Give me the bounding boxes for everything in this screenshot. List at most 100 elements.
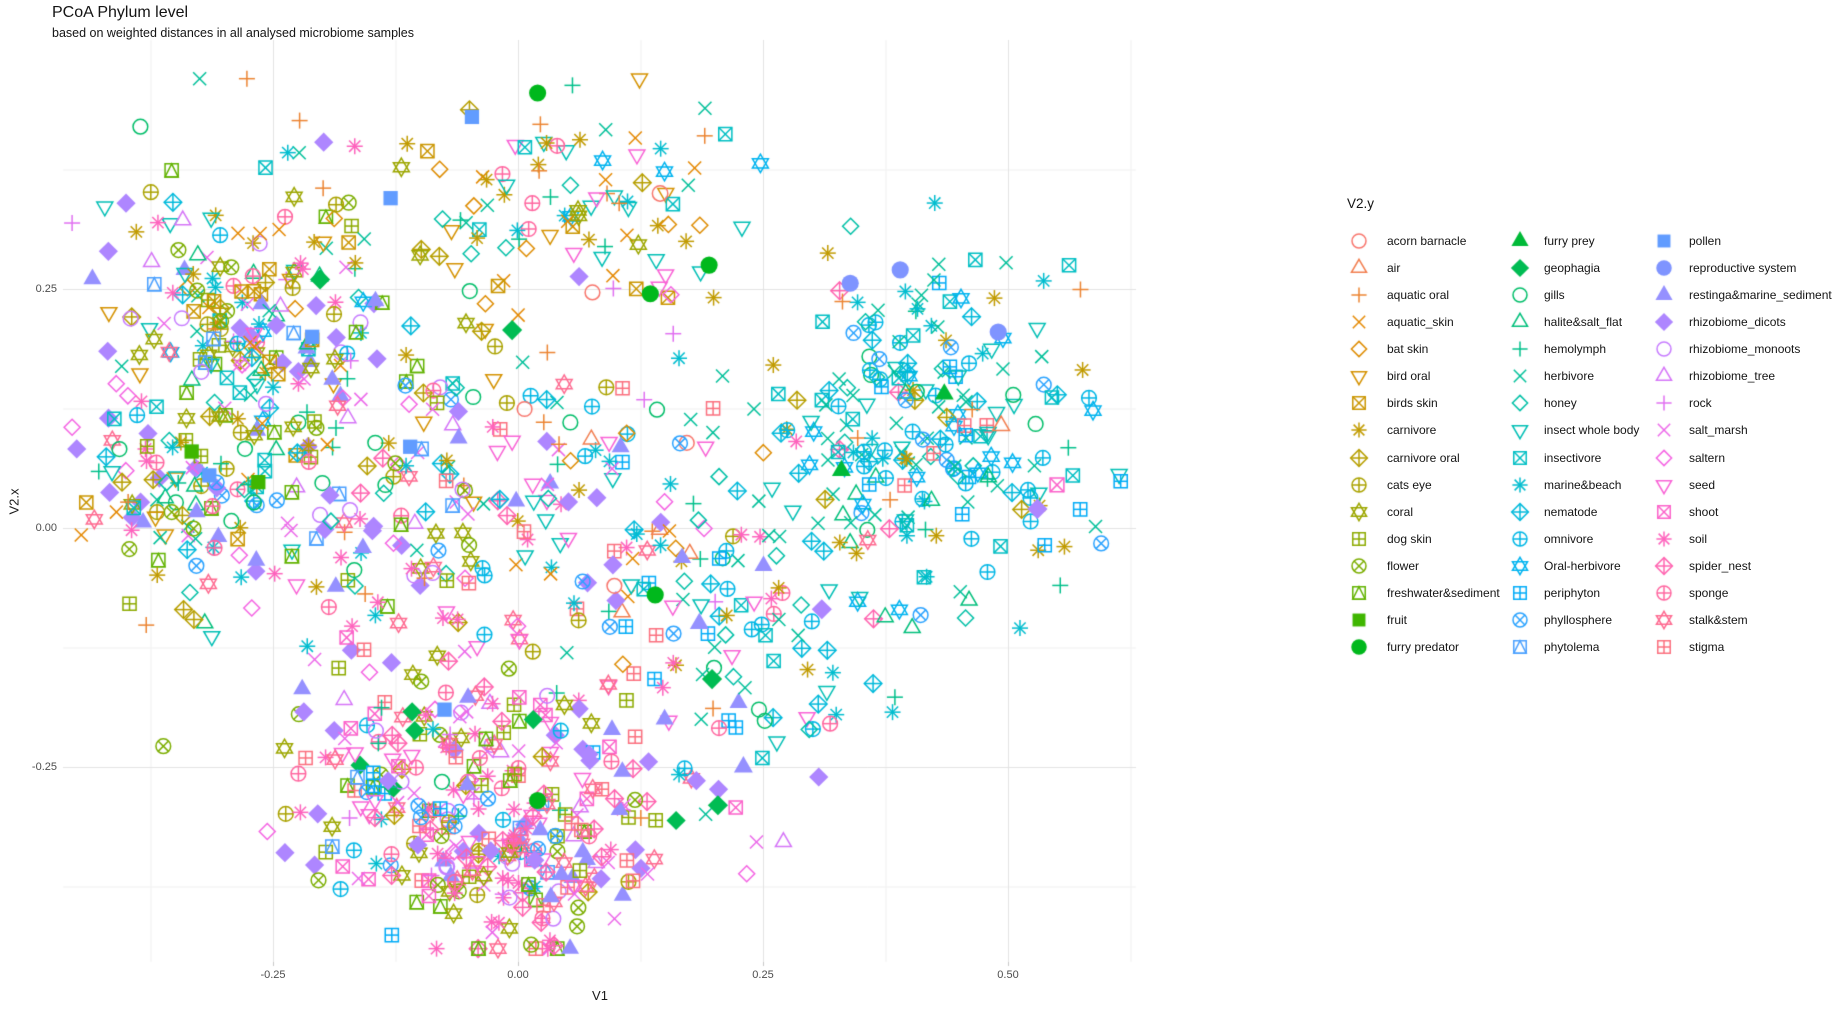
- legend-label: seed: [1689, 477, 1716, 492]
- triangle-updown-marker-icon: [1508, 554, 1532, 579]
- legend-label: acorn barnacle: [1387, 233, 1467, 248]
- legend-item: sponge: [1652, 580, 1832, 607]
- triangle-down-marker-icon: [1652, 472, 1676, 497]
- filled-diamond-marker-icon: [1652, 309, 1676, 334]
- legend-label: honey: [1544, 396, 1577, 411]
- x-tick-label: 0.00: [507, 969, 529, 981]
- square-triangle-marker-icon: [1347, 581, 1371, 606]
- legend-item: rhizobiome_dicots: [1652, 308, 1832, 335]
- circle-marker-icon: [1347, 228, 1371, 253]
- legend-label: restinga&marine_sediment: [1689, 287, 1832, 302]
- legend-item: herbivore: [1508, 363, 1639, 390]
- square-cross-marker-icon: [1652, 499, 1676, 524]
- circle-marker-icon: [1652, 337, 1676, 362]
- legend-item: rhizobiome_monoots: [1652, 336, 1832, 363]
- legend-label: aquatic oral: [1387, 287, 1450, 302]
- diamond-plus-marker-icon: [1652, 554, 1676, 579]
- diamond-marker-icon: [1652, 445, 1676, 470]
- asterisk-marker-icon: [1347, 418, 1371, 443]
- plus-marker-icon: [1652, 391, 1676, 416]
- legend-item: birds skin: [1347, 390, 1500, 417]
- legend-item: carnivore oral: [1347, 444, 1500, 471]
- legend-label: rhizobiome_monoots: [1689, 342, 1801, 357]
- triangle-updown-marker-icon: [1652, 608, 1676, 633]
- legend-label: insect whole body: [1544, 423, 1640, 438]
- legend-item: Oral-herbivore: [1508, 553, 1639, 580]
- legend-label: salt_marsh: [1689, 423, 1748, 438]
- legend-item: nematode: [1508, 498, 1639, 525]
- circle-cross-marker-icon: [1347, 554, 1371, 579]
- triangle-down-marker-icon: [1508, 418, 1532, 443]
- legend-item: stigma: [1652, 634, 1832, 661]
- square-cross-marker-icon: [1508, 445, 1532, 470]
- legend-item: insect whole body: [1508, 417, 1639, 444]
- legend-item: restinga&marine_sediment: [1652, 281, 1832, 308]
- legend-label: herbivore: [1544, 369, 1595, 384]
- legend-column: furry prey geophagia gills halite&salt_flat…: [1508, 227, 1639, 661]
- legend-item: soil: [1652, 525, 1832, 552]
- legend-item: geophagia: [1508, 254, 1639, 281]
- legend-label: furry predator: [1387, 640, 1460, 655]
- legend-label: stalk&stem: [1689, 613, 1748, 628]
- legend-label: spider_nest: [1689, 559, 1752, 574]
- triangle-updown-marker-icon: [1347, 499, 1371, 524]
- legend-label: air: [1387, 260, 1401, 275]
- circle-plus-marker-icon: [1508, 526, 1532, 551]
- square-plus-marker-icon: [1347, 526, 1371, 551]
- legend-label: soil: [1689, 531, 1708, 546]
- square-plus-marker-icon: [1508, 581, 1532, 606]
- legend-label: fruit: [1387, 613, 1408, 628]
- legend-label: dog skin: [1387, 531, 1432, 546]
- triangle-up-marker-icon: [1347, 255, 1371, 280]
- legend-label: phyllosphere: [1544, 613, 1613, 628]
- plus-marker-icon: [1347, 282, 1371, 307]
- legend-column: pollen reproductive system restinga&marine…: [1652, 227, 1832, 661]
- legend-label: Oral-herbivore: [1544, 559, 1621, 574]
- legend-label: halite&salt_flat: [1544, 314, 1623, 329]
- square-plus-marker-icon: [1652, 635, 1676, 660]
- legend-item: stalk&stem: [1652, 607, 1832, 634]
- legend-item: phyllosphere: [1508, 607, 1639, 634]
- circle-cross-marker-icon: [1508, 608, 1532, 633]
- legend-label: phytolema: [1544, 640, 1600, 655]
- circle-plus-marker-icon: [1652, 581, 1676, 606]
- plus-marker-icon: [1508, 337, 1532, 362]
- legend-title: V2.y: [1347, 196, 1375, 211]
- cross-marker-icon: [1652, 418, 1676, 443]
- triangle-up-marker-icon: [1652, 364, 1676, 389]
- y-tick-label: 0.25: [35, 283, 57, 295]
- legend-item: freshwater&sediment: [1347, 580, 1500, 607]
- circle-plus-marker-icon: [1347, 472, 1371, 497]
- legend-item: gills: [1508, 281, 1639, 308]
- cross-marker-icon: [1508, 364, 1532, 389]
- asterisk-marker-icon: [1652, 526, 1676, 551]
- legend-label: birds skin: [1387, 396, 1438, 411]
- legend-item: furry predator: [1347, 634, 1500, 661]
- legend-item: bird oral: [1347, 363, 1500, 390]
- filled-diamond-marker-icon: [1508, 255, 1532, 280]
- triangle-down-marker-icon: [1347, 364, 1371, 389]
- legend-item: coral: [1347, 498, 1500, 525]
- legend-item: reproductive system: [1652, 254, 1832, 281]
- filled-circle-marker-icon: [1347, 635, 1371, 660]
- legend-item: bat skin: [1347, 336, 1500, 363]
- cross-marker-icon: [1347, 309, 1371, 334]
- filled-square-marker-icon: [1652, 228, 1676, 253]
- legend-item: cats eye: [1347, 471, 1500, 498]
- legend-item: insectivore: [1508, 444, 1639, 471]
- legend-item: carnivore: [1347, 417, 1500, 444]
- legend-label: hemolymph: [1544, 342, 1607, 357]
- legend: V2.y acorn barnacle air aquatic oral aquati…: [1347, 196, 1832, 660]
- legend-label: cats eye: [1387, 477, 1432, 492]
- legend-label: bat skin: [1387, 342, 1429, 357]
- legend-column: acorn barnacle air aquatic oral aquatic_ski…: [1347, 227, 1500, 661]
- legend-label: geophagia: [1544, 260, 1601, 275]
- legend-label: carnivore: [1387, 423, 1437, 438]
- diamond-plus-marker-icon: [1508, 499, 1532, 524]
- legend-item: dog skin: [1347, 525, 1500, 552]
- legend-label: insectivore: [1544, 450, 1602, 465]
- legend-label: aquatic_skin: [1387, 314, 1454, 329]
- legend-item: rock: [1652, 390, 1832, 417]
